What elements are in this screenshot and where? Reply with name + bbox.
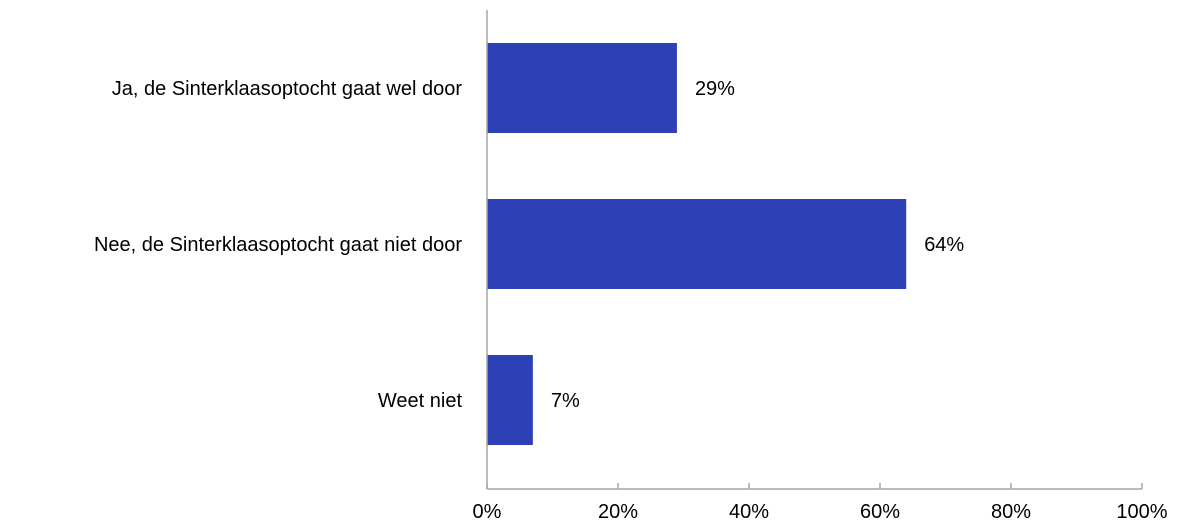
x-tick-label-80: 80% [991,501,1031,523]
value-label-1: 29% [695,78,735,100]
value-label-3: 7% [551,390,580,412]
x-tick-label-0: 0% [473,501,502,523]
bar-3 [487,355,533,445]
value-label-2: 64% [924,234,964,256]
value-labels-layer: 29% 64% 7% [551,78,965,412]
x-tick-label-60: 60% [860,501,900,523]
bar-2 [487,199,907,289]
x-tick-label-40: 40% [729,501,769,523]
category-label-2: Nee, de Sinterklaasoptocht gaat niet doo… [94,234,462,256]
x-tick-label-100: 100% [1116,501,1167,523]
bars-layer [487,43,907,445]
category-labels-layer: Ja, de Sinterklaasoptocht gaat wel door N… [94,78,462,412]
tick-labels-layer: 0% 20% 40% 60% 80% 100% [473,501,1168,523]
category-label-1: Ja, de Sinterklaasoptocht gaat wel door [112,78,463,100]
axis-layer [486,10,1143,490]
category-label-3: Weet niet [378,390,463,412]
x-tick-label-20: 20% [598,501,638,523]
bar-1 [487,43,677,133]
